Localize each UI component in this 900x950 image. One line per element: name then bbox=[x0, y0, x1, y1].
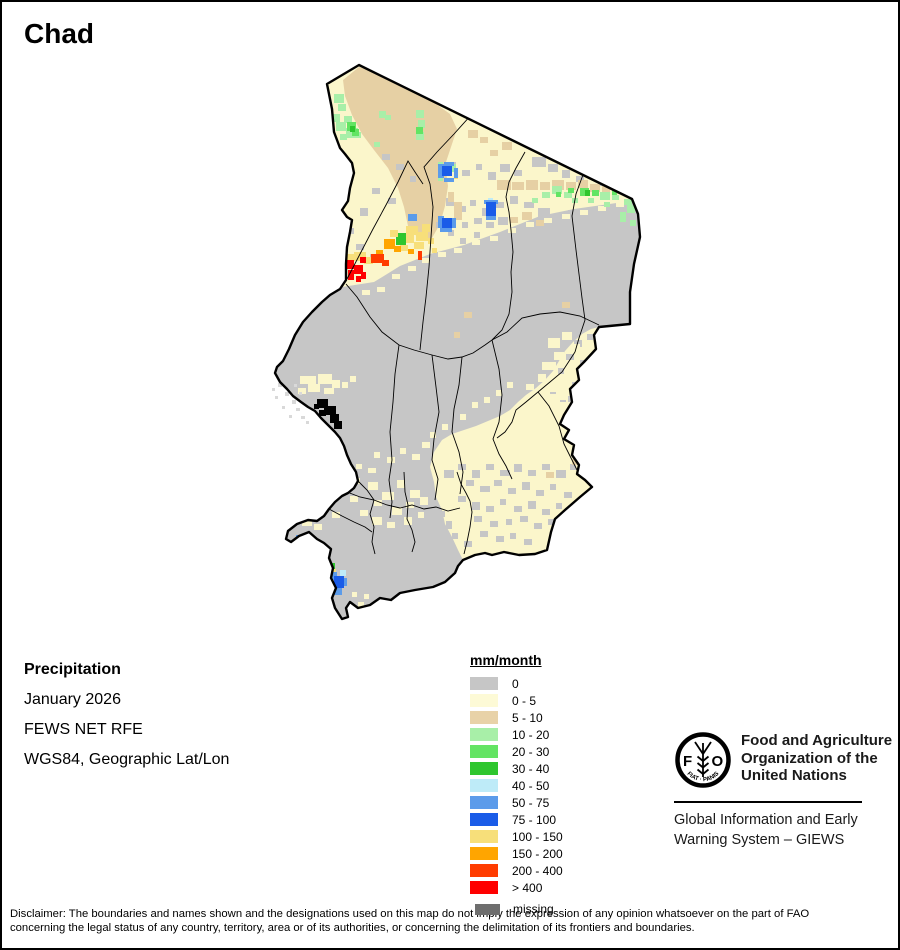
info-heading: Precipitation bbox=[24, 661, 121, 678]
disclaimer-line: concerning the legal status of any count… bbox=[10, 922, 695, 934]
fao-name-line: United Nations bbox=[741, 767, 847, 784]
legend-row: 40 - 50 bbox=[470, 777, 563, 794]
legend-label: 50 - 75 bbox=[512, 795, 550, 810]
legend-header: mm/month bbox=[470, 652, 542, 668]
legend-row: 150 - 200 bbox=[470, 845, 563, 862]
legend-label: > 400 bbox=[512, 880, 543, 895]
legend-label: 30 - 40 bbox=[512, 761, 550, 776]
legend-row: 50 - 75 bbox=[470, 794, 563, 811]
legend-swatch bbox=[470, 677, 498, 690]
legend-swatch bbox=[470, 762, 498, 775]
disclaimer: Disclaimer: The boundaries and names sho… bbox=[10, 907, 894, 935]
legend-missing-row: missing bbox=[475, 902, 554, 916]
legend-swatch bbox=[470, 813, 498, 826]
giews-name: Global Information and Early Warning Sys… bbox=[674, 810, 858, 850]
legend-swatch bbox=[470, 847, 498, 860]
fao-name-line: Food and Agriculture bbox=[741, 732, 893, 749]
info-date: January 2026 bbox=[24, 691, 121, 708]
legend-label: 200 - 400 bbox=[512, 863, 563, 878]
legend-swatch bbox=[470, 694, 498, 707]
legend-swatch bbox=[470, 711, 498, 724]
legend-row: 75 - 100 bbox=[470, 811, 563, 828]
fao-name: Food and Agriculture Organization of the… bbox=[741, 732, 892, 785]
legend-label: 100 - 150 bbox=[512, 829, 563, 844]
legend-label: 40 - 50 bbox=[512, 778, 550, 793]
legend-label: 0 - 5 bbox=[512, 693, 537, 708]
legend: mm/month 0 0 - 5 5 - 10 10 - 20 20 - 30 … bbox=[470, 652, 563, 896]
legend-label: 10 - 20 bbox=[512, 727, 550, 742]
legend-swatch bbox=[470, 745, 498, 758]
fao-logo-letter-f: F bbox=[683, 753, 692, 770]
legend-missing-label: missing bbox=[513, 902, 554, 916]
legend-swatch bbox=[470, 830, 498, 843]
legend-swatch bbox=[470, 881, 498, 894]
info-source: FEWS NET RFE bbox=[24, 721, 143, 738]
info-projection: WGS84, Geographic Lat/Lon bbox=[24, 751, 230, 768]
legend-swatch bbox=[470, 779, 498, 792]
legend-row: 20 - 30 bbox=[470, 743, 563, 760]
map-info-block: Precipitation January 2026 FEWS NET RFE … bbox=[24, 655, 229, 775]
fao-divider bbox=[674, 801, 862, 803]
legend-label: 0 bbox=[512, 676, 519, 691]
legend-label: 150 - 200 bbox=[512, 846, 563, 861]
wheat-ear-icon bbox=[694, 741, 712, 777]
fao-name-line: Organization of the bbox=[741, 749, 878, 767]
legend-label: 75 - 100 bbox=[512, 812, 557, 827]
disclaimer-line: Disclaimer: The boundaries and names sho… bbox=[10, 908, 810, 920]
legend-row: > 400 bbox=[470, 879, 563, 896]
fao-logo-letter-o: O bbox=[712, 753, 724, 770]
giews-line: Warning System – GIEWS bbox=[674, 832, 845, 848]
legend-swatch bbox=[470, 728, 498, 741]
fao-logo: F O FIAT · PANIS bbox=[675, 732, 731, 788]
legend-row: 100 - 150 bbox=[470, 828, 563, 845]
legend-swatch bbox=[470, 796, 498, 809]
legend-row: 200 - 400 bbox=[470, 862, 563, 879]
legend-swatch bbox=[470, 864, 498, 877]
legend-missing-swatch bbox=[475, 903, 500, 915]
legend-label: 5 - 10 bbox=[512, 710, 543, 725]
legend-row: 0 - 5 bbox=[470, 692, 563, 709]
page-title: Chad bbox=[24, 18, 94, 49]
legend-label: 20 - 30 bbox=[512, 744, 550, 759]
legend-row: 5 - 10 bbox=[470, 709, 563, 726]
legend-row: 0 bbox=[470, 675, 563, 692]
legend-row: 30 - 40 bbox=[470, 760, 563, 777]
legend-row: 10 - 20 bbox=[470, 726, 563, 743]
giews-line: Global Information and Early bbox=[674, 812, 858, 828]
